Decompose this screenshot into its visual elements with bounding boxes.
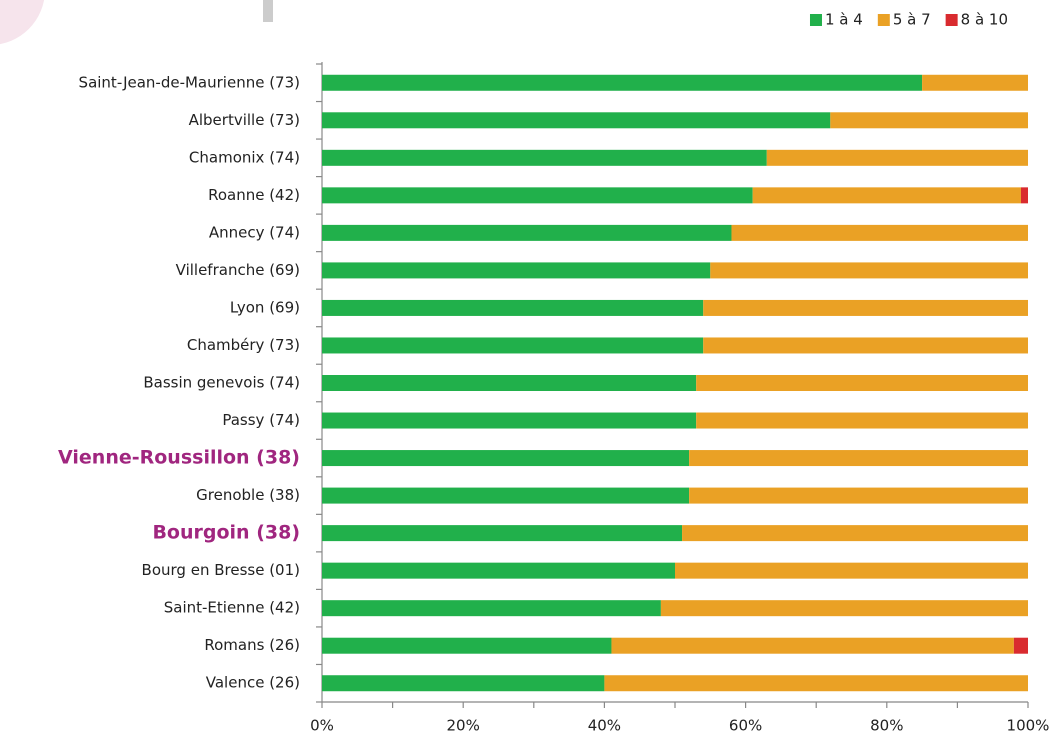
bar-segment [322,337,703,353]
x-tick-label: 0% [310,717,334,735]
bar-segment [322,675,604,691]
bar-segment [696,413,1028,429]
bar-segment [322,600,661,616]
bar-segment [830,112,1028,128]
bar-segment [322,413,696,429]
chart: 0% 20% 40% 60% 80% 100% Saint-Jean-de-Maurienn… [0,0,1051,742]
y-tick-label: Romans (26) [204,636,300,654]
y-tick-label: Chamonix (74) [189,148,300,166]
bar-segment [696,375,1028,391]
x-tick-label: 100% [1007,717,1050,735]
bar-segment [753,187,1021,203]
bar-segment [682,525,1028,541]
bar-segment [689,450,1028,466]
y-tick-label: Bassin genevois (74) [143,374,300,392]
legend-swatch [946,14,958,26]
y-tick-label: Saint-Etienne (42) [164,599,300,617]
y-tick-label: Grenoble (38) [196,486,300,504]
decoration [0,0,45,45]
legend-label: 8 à 10 [961,11,1008,29]
x-tick-label: 40% [588,717,621,735]
bar-segment [1021,187,1028,203]
legend-label: 1 à 4 [825,11,863,29]
bar-segment [703,300,1028,316]
bar-segment [322,112,830,128]
bar-segment [322,375,696,391]
legend-swatch [878,14,890,26]
bar-segment [661,600,1028,616]
y-tick-label: Valence (26) [206,674,300,692]
bar-segment [322,225,731,241]
y-tick-label: Passy (74) [222,411,300,429]
y-tick-label: Roanne (42) [208,186,300,204]
decoration [263,0,273,22]
bar-segment [767,150,1028,166]
x-tick-label: 80% [870,717,903,735]
bar-segment [710,262,1028,278]
bar-segment [322,638,611,654]
bar-segment [322,563,675,579]
y-tick-label: Albertville (73) [189,111,300,129]
y-tick-label: Annecy (74) [209,223,300,241]
y-tick-label: Vienne-Roussillon (38) [58,447,300,469]
bar-segment [731,225,1028,241]
x-tick-label: 60% [729,717,762,735]
bar-segment [703,337,1028,353]
bar-segment [322,488,689,504]
y-tick-label: Chambéry (73) [187,336,300,354]
y-tick-label: Bourg en Bresse (01) [142,561,300,579]
legend-label: 5 à 7 [893,11,931,29]
bar-segment [675,563,1028,579]
bar-segment [922,75,1028,91]
bar-segment [611,638,1013,654]
bar-segment [322,75,922,91]
y-tick-label: Saint-Jean-de-Maurienne (73) [79,73,300,91]
y-tick-label: Villefranche (69) [176,261,300,279]
bar-segment [322,300,703,316]
bar-segment [322,262,710,278]
x-tick-label: 20% [447,717,480,735]
bar-segment [604,675,1028,691]
bar-segment [322,450,689,466]
y-tick-label: Lyon (69) [230,298,300,316]
bar-segment [322,187,753,203]
bar-segment [689,488,1028,504]
bar-segment [322,150,767,166]
legend-swatch [810,14,822,26]
bar-segment [1014,638,1028,654]
bar-segment [322,525,682,541]
y-tick-label: Bourgoin (38) [152,522,300,544]
